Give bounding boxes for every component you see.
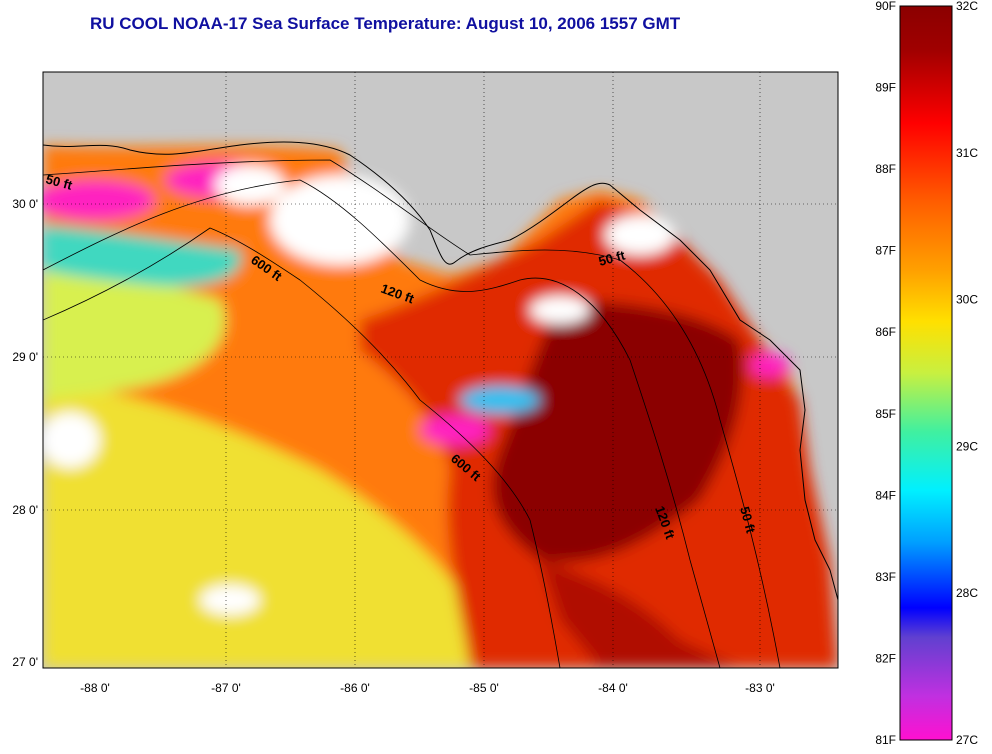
colorbar-f-label: 84F bbox=[875, 488, 896, 502]
colorbar-f-label: 85F bbox=[875, 407, 896, 421]
cloud-west bbox=[43, 412, 100, 468]
colorbar-c-label: 27C bbox=[956, 733, 978, 747]
map-area bbox=[43, 72, 838, 668]
map-frame bbox=[42, 71, 839, 669]
colorbar-c-label: 31C bbox=[956, 146, 978, 160]
colorbar-f-label: 86F bbox=[875, 325, 896, 339]
sst-cyan-band bbox=[43, 225, 242, 287]
cold-patch-east bbox=[750, 353, 790, 377]
cloud-coastal bbox=[215, 165, 285, 205]
colorbar-f-label: 82F bbox=[875, 651, 896, 665]
lon-tick-88: -88 0' bbox=[80, 681, 110, 695]
colorbar-celsius-ticks: 32C 31C 30C 29C 28C 27C bbox=[956, 0, 978, 747]
sst-yellow bbox=[43, 380, 500, 668]
map-title: RU COOL NOAA-17 Sea Surface Temperature:… bbox=[90, 14, 681, 33]
graticule bbox=[43, 72, 838, 668]
lon-tick-87: -87 0' bbox=[211, 681, 241, 695]
contour-label-50-south: 50 ft bbox=[737, 505, 759, 535]
coastline bbox=[43, 141, 838, 601]
cool-patch-offshore bbox=[460, 386, 540, 414]
colorbar-fahrenheit-ticks: 90F 89F 88F 87F 86F 85F 84F 83F 82F 81F bbox=[875, 0, 896, 747]
lon-tick-83: -83 0' bbox=[745, 681, 775, 695]
colorbar-f-label: 83F bbox=[875, 570, 896, 584]
colorbar-c-label: 32C bbox=[956, 0, 978, 13]
cloud-south bbox=[200, 585, 260, 615]
contour-50ft bbox=[43, 159, 781, 668]
lat-tick-27: 27 0' bbox=[12, 655, 38, 669]
contour-label-50-bigbend: 50 ft bbox=[597, 247, 627, 269]
contour-600ft bbox=[43, 227, 561, 668]
cloud-midshelf bbox=[530, 296, 590, 324]
colorbar-f-label: 88F bbox=[875, 162, 896, 176]
sst-darkred-south bbox=[540, 560, 740, 668]
colorbar-f-label: 81F bbox=[875, 733, 896, 747]
colorbar-c-label: 29C bbox=[956, 439, 978, 453]
lon-tick-84: -84 0' bbox=[598, 681, 628, 695]
contour-label-50-west: 50 ft bbox=[44, 171, 74, 193]
lat-tick-28: 28 0' bbox=[12, 503, 38, 517]
lon-tick-85: -85 0' bbox=[469, 681, 499, 695]
sst-lightgreen bbox=[43, 250, 226, 400]
colorbar-f-label: 90F bbox=[875, 0, 896, 13]
cold-patch-west bbox=[43, 180, 155, 220]
cloud-bigbend bbox=[605, 215, 675, 255]
colorbar-c-label: 28C bbox=[956, 586, 978, 600]
colorbar-f-label: 89F bbox=[875, 81, 896, 95]
colorbar bbox=[899, 5, 953, 741]
lon-tick-86: -86 0' bbox=[340, 681, 370, 695]
cloud-north bbox=[270, 175, 410, 265]
sst-darkred bbox=[492, 300, 743, 562]
contour-120ft bbox=[43, 179, 721, 668]
colorbar-f-label: 87F bbox=[875, 244, 896, 258]
colorbar-c-label: 30C bbox=[956, 293, 978, 307]
lat-tick-30: 30 0' bbox=[12, 197, 38, 211]
lat-tick-29: 29 0' bbox=[12, 350, 38, 364]
